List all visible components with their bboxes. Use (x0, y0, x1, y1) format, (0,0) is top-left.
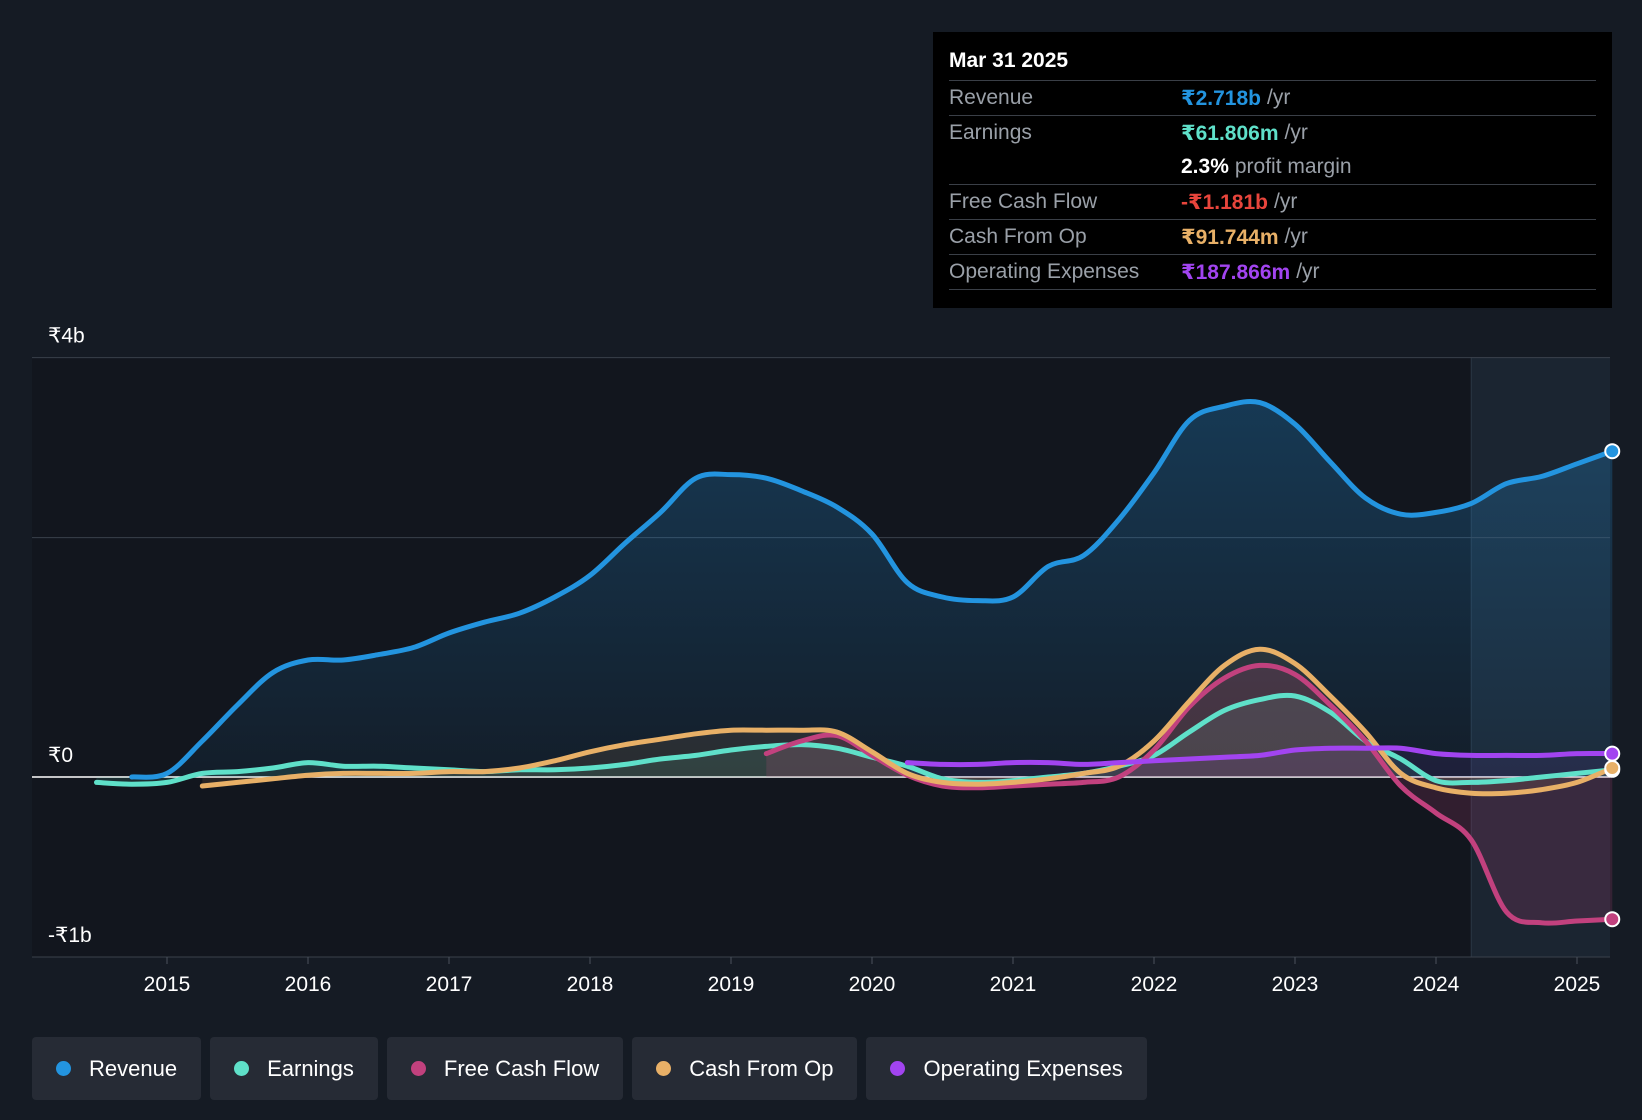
earnings-area (96, 695, 1613, 785)
legend-item-free-cash-flow[interactable]: Free Cash Flow (386, 1037, 624, 1100)
revenue-line (129, 398, 1615, 780)
tooltip-value: -₹1.181b (1181, 190, 1268, 214)
tooltip-row-cash-from-op: Cash From Op ₹91.744m /yr (949, 219, 1596, 254)
y-tick-label: ₹4b (48, 325, 85, 348)
legend-item-cash-from-op[interactable]: Cash From Op (632, 1037, 858, 1100)
tooltip-row-profit-margin: 2.3% profit margin (949, 150, 1596, 184)
dot-icon (234, 1061, 250, 1076)
tooltip-value: ₹91.744m (1181, 225, 1279, 249)
x-tick-label: 2017 (426, 973, 473, 996)
legend-item-revenue[interactable]: Revenue (32, 1037, 202, 1100)
tooltip-row-operating-expenses: Operating Expenses ₹187.866m /yr (949, 254, 1596, 290)
tooltip-unit: /yr (1296, 260, 1320, 283)
tooltip-unit: profit margin (1234, 155, 1352, 178)
tooltip-value: ₹2.718b (1181, 86, 1261, 110)
x-tick-label: 2025 (1554, 973, 1601, 996)
tooltip-unit: /yr (1267, 86, 1291, 109)
tooltip-label: Revenue (949, 86, 1034, 109)
revenue-area (131, 401, 1613, 778)
free-cash-flow-end-marker (1604, 911, 1621, 928)
legend-label: Earnings (267, 1055, 354, 1081)
tooltip-unit: /yr (1284, 225, 1308, 248)
x-tick-label: 2015 (144, 973, 191, 996)
operating-expenses-line (904, 745, 1615, 768)
legend-label: Free Cash Flow (443, 1055, 600, 1081)
x-tick-label: 2023 (1272, 973, 1319, 996)
tooltip-value: ₹187.866m (1181, 260, 1291, 284)
free-cash-flow-area (766, 665, 1613, 924)
legend-item-earnings[interactable]: Earnings (210, 1037, 378, 1100)
tooltip-label: Earnings (949, 121, 1032, 144)
x-tick-label: 2020 (849, 973, 896, 996)
legend: Revenue Earnings Free Cash Flow Cash Fro… (32, 1037, 1147, 1100)
x-tick-label: 2016 (285, 973, 332, 996)
tooltip-unit: /yr (1273, 190, 1298, 213)
cash-from-op-end-marker (1604, 760, 1621, 776)
x-tick-label: 2021 (990, 973, 1037, 996)
tooltip-date: Mar 31 2025 (949, 49, 1069, 72)
operating-expenses-end-marker (1604, 745, 1621, 762)
tooltip-row-free-cash-flow: Free Cash Flow -₹1.181b /yr (949, 184, 1596, 219)
dot-icon (890, 1061, 906, 1076)
tooltip-label: Cash From Op (949, 225, 1087, 248)
x-tick-label: 2019 (708, 973, 755, 996)
dot-icon (56, 1061, 71, 1076)
y-tick-label: ₹0 (48, 744, 73, 767)
tooltip-unit: /yr (1284, 121, 1308, 144)
x-tick-label: 2018 (567, 973, 614, 996)
x-tick-label: 2024 (1413, 973, 1460, 996)
tooltip-value: ₹61.806m (1181, 121, 1279, 145)
legend-label: Cash From Op (689, 1055, 834, 1081)
revenue-end-marker (1604, 443, 1621, 460)
legend-label: Revenue (89, 1055, 178, 1081)
tooltip-row-revenue: Revenue ₹2.718b /yr (949, 80, 1596, 115)
tooltip-value: 2.3% (1181, 155, 1229, 178)
dot-icon (410, 1061, 426, 1076)
legend-item-operating-expenses[interactable]: Operating Expenses (866, 1037, 1147, 1100)
tooltip-label: Operating Expenses (949, 260, 1140, 283)
tooltip-panel: Mar 31 2025 Revenue ₹2.718b /yr Earnings… (933, 32, 1612, 308)
tooltip-row-earnings: Earnings ₹61.806m /yr (949, 115, 1596, 150)
tooltip-label: Free Cash Flow (949, 190, 1098, 213)
y-tick-label: -₹1b (48, 924, 92, 947)
x-tick-label: 2022 (1131, 973, 1178, 996)
cash-from-op-line (199, 646, 1615, 797)
dot-icon (656, 1061, 672, 1076)
legend-label: Operating Expenses (923, 1055, 1123, 1081)
